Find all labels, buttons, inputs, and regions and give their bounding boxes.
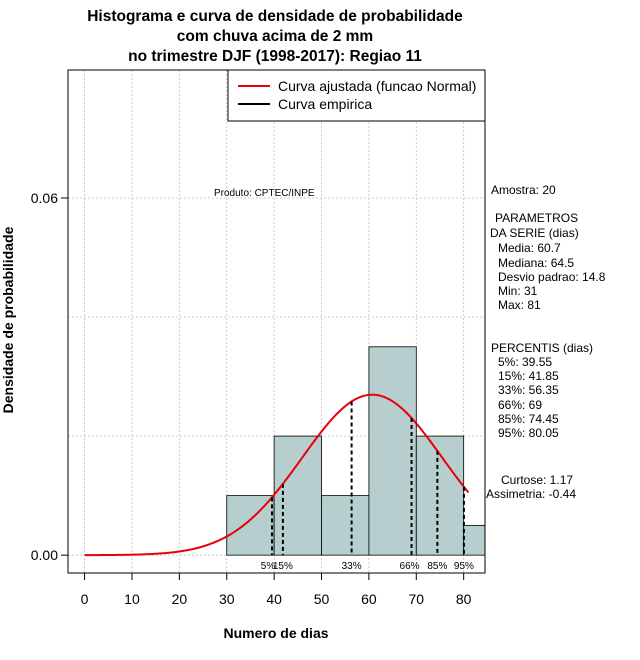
y-tick-label: 0.00 bbox=[31, 547, 58, 563]
amostra-label: Amostra: 20 bbox=[491, 183, 556, 197]
percentil-33: 33%: 56.35 bbox=[498, 383, 559, 397]
percentile-label-95: 95% bbox=[454, 561, 474, 572]
x-tick-label: 20 bbox=[172, 591, 188, 607]
percentis-header: PERCENTIS (dias) bbox=[491, 341, 593, 355]
curtose-label: Curtose: 1.17 bbox=[501, 473, 573, 487]
x-tick-label: 30 bbox=[219, 591, 235, 607]
histogram-bar-6 bbox=[463, 524, 485, 556]
produto-label: Produto: CPTEC/INPE bbox=[214, 188, 315, 199]
x-tick-label: 60 bbox=[361, 591, 377, 607]
x-tick-label: 40 bbox=[266, 591, 282, 607]
x-tick-label: 80 bbox=[456, 591, 472, 607]
param-min: Min: 31 bbox=[498, 284, 538, 298]
param-media: Media: 60.7 bbox=[498, 241, 561, 255]
legend: Curva ajustada (funcao Normal) Curva emp… bbox=[227, 69, 486, 122]
x-tick-label: 10 bbox=[124, 591, 140, 607]
y-axis: 0.00 0.06 bbox=[31, 190, 69, 563]
title-line-1: Histograma e curva de densidade de proba… bbox=[87, 8, 463, 25]
param-max: Max: 81 bbox=[498, 298, 541, 312]
assimetria-label: Assimetria: -0.44 bbox=[486, 487, 576, 501]
param-desvio: Desvio padrao: 14.8 bbox=[498, 270, 606, 284]
histogram-bar-4 bbox=[368, 346, 417, 556]
percentile-label-33: 33% bbox=[342, 561, 362, 572]
percentile-markers: 5%15% 33% 66% 85% 95% bbox=[261, 401, 474, 572]
param-header-2: DA SERIE (dias) bbox=[490, 226, 579, 240]
x-tick-label: 0 bbox=[81, 591, 89, 607]
legend-label-fitted: Curva ajustada (funcao Normal) bbox=[278, 78, 476, 94]
stats-panel: Amostra: 20 PARAMETROS DA SERIE (dias) M… bbox=[486, 183, 606, 501]
fitted-curve-line bbox=[84, 393, 470, 557]
percentile-label-15: 15% bbox=[273, 561, 293, 572]
percentil-85: 85%: 74.45 bbox=[498, 412, 559, 426]
x-axis: 0 10 20 30 40 50 60 70 80 bbox=[81, 572, 472, 607]
histogram-bar-3 bbox=[321, 495, 370, 556]
percentil-95: 95%: 80.05 bbox=[498, 426, 559, 440]
percentile-label-85: 85% bbox=[427, 561, 447, 572]
histogram-bars bbox=[226, 346, 485, 556]
percentil-5: 5%: 39.55 bbox=[498, 355, 552, 369]
percentil-66: 66%: 69 bbox=[498, 398, 542, 412]
x-tick-label: 70 bbox=[409, 591, 425, 607]
fitted-curve bbox=[84, 393, 470, 557]
histogram-bar-1 bbox=[226, 495, 275, 556]
percentile-label-5: 5% bbox=[261, 561, 276, 572]
x-axis-title: Numero de dias bbox=[223, 625, 328, 641]
legend-label-empirical: Curva empirica bbox=[278, 96, 372, 112]
legend-box bbox=[227, 69, 486, 122]
histogram-bar-2 bbox=[273, 435, 322, 556]
y-tick-label: 0.06 bbox=[31, 190, 58, 206]
title-line-3: no trimestre DJF (1998-2017): Regiao 11 bbox=[128, 48, 422, 65]
title-line-2: com chuva acima de 2 mm bbox=[177, 28, 373, 45]
x-tick-label: 50 bbox=[314, 591, 330, 607]
y-axis-title: Densidade de probabilidade bbox=[0, 226, 16, 413]
param-mediana: Mediana: 64.5 bbox=[498, 256, 574, 270]
percentil-15: 15%: 41.85 bbox=[498, 369, 559, 383]
percentile-label-66: 66% bbox=[400, 561, 420, 572]
chart-title: Histograma e curva de densidade de proba… bbox=[87, 8, 463, 65]
param-header-1: PARAMETROS bbox=[495, 211, 578, 225]
